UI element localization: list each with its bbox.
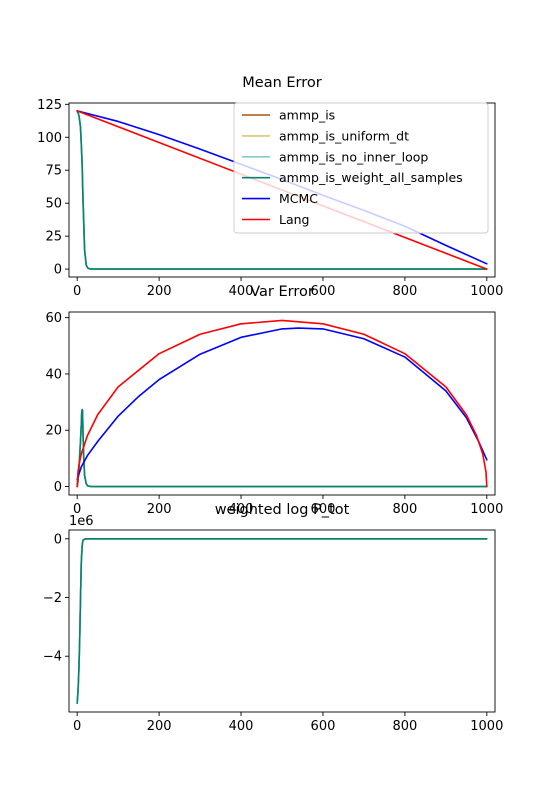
y-tick-label: −2 (43, 591, 62, 606)
x-tick-label: 200 (147, 502, 172, 517)
series-line-mcmc (76, 327, 488, 481)
legend-label: MCMC (279, 191, 318, 206)
x-tick-label: 0 (73, 502, 81, 517)
y-tick-label: 0 (54, 263, 62, 278)
series-line-ammp-is-no-inner-loop (76, 538, 488, 704)
y-tick-label: 125 (37, 98, 62, 113)
legend-label: ammp_is_weight_all_samples (279, 170, 463, 185)
y-tick-label: 50 (45, 197, 62, 212)
legend-label: Lang (279, 212, 309, 227)
y-tick-label: 20 (45, 424, 62, 439)
x-tick-label: 400 (229, 719, 254, 734)
x-tick-label: 800 (392, 719, 417, 734)
y-tick-label: −4 (43, 650, 62, 665)
axes-frame (68, 311, 496, 496)
x-tick-label: 1000 (470, 284, 503, 299)
x-tick-label: 800 (392, 502, 417, 517)
legend-box (233, 102, 489, 234)
series-group (76, 538, 488, 704)
subplot-3: 0 200 400 600 800 1000 0 −2 −4 1e6 weighted log P_… (43, 502, 504, 734)
x-tick-label: 400 (229, 502, 254, 517)
x-tick-label: 0 (73, 284, 81, 299)
subplot-title: weighted log P_tot (215, 502, 350, 518)
x-tick-label: 0 (73, 719, 81, 734)
y-tick-label: 40 (45, 367, 62, 382)
series-line-ammp-is (76, 408, 488, 488)
x-tick-label: 1000 (470, 502, 503, 517)
series-line-lang (76, 319, 488, 488)
x-tick-label: 1000 (470, 719, 503, 734)
legend-label: ammp_is_no_inner_loop (279, 149, 428, 164)
y-tick-label: 75 (45, 164, 62, 179)
x-tick-label: 400 (229, 284, 254, 299)
series-line-ammp-is-uniform-dt (76, 538, 488, 704)
subplot-title: Var Error (250, 284, 314, 300)
series-line-ammp-is-uniform-dt (76, 408, 488, 488)
x-tick-label: 200 (147, 284, 172, 299)
y-offset-label: 1e6 (69, 514, 94, 529)
legend-label: ammp_is (279, 108, 335, 123)
legend-label: ammp_is_uniform_dt (279, 128, 409, 143)
subplot-2: 0 200 400 600 800 1000 0 20 40 60 Var Error (45, 284, 503, 517)
series-line-ammp-is (76, 538, 488, 704)
series-line-ammp-is-no-inner-loop (76, 408, 488, 488)
axes-frame (68, 529, 496, 713)
x-tick-label: 800 (392, 284, 417, 299)
y-tick-label: 25 (45, 230, 62, 245)
y-tick-label: 0 (54, 532, 62, 547)
subplot-title: Mean Error (242, 75, 321, 91)
series-group (76, 319, 488, 488)
x-tick-label: 600 (311, 502, 336, 517)
y-tick-label: 0 (54, 480, 62, 495)
y-tick-label: 100 (37, 131, 62, 146)
series-line-ammp-is-weight-all-samples (76, 538, 488, 704)
legend: ammp_is ammp_is_uniform_dt ammp_is_no_inne… (233, 102, 489, 234)
series-line-ammp-is-weight-all-samples (76, 110, 488, 270)
series-line-ammp-is-weight-all-samples (76, 408, 488, 488)
y-tick-label: 60 (45, 311, 62, 326)
subplot-1: 0 200 400 600 800 1000 0 25 50 75 100 125 Mean Error… (37, 75, 503, 299)
x-tick-label: 600 (311, 284, 336, 299)
x-tick-label: 600 (311, 719, 336, 734)
x-tick-label: 200 (147, 719, 172, 734)
